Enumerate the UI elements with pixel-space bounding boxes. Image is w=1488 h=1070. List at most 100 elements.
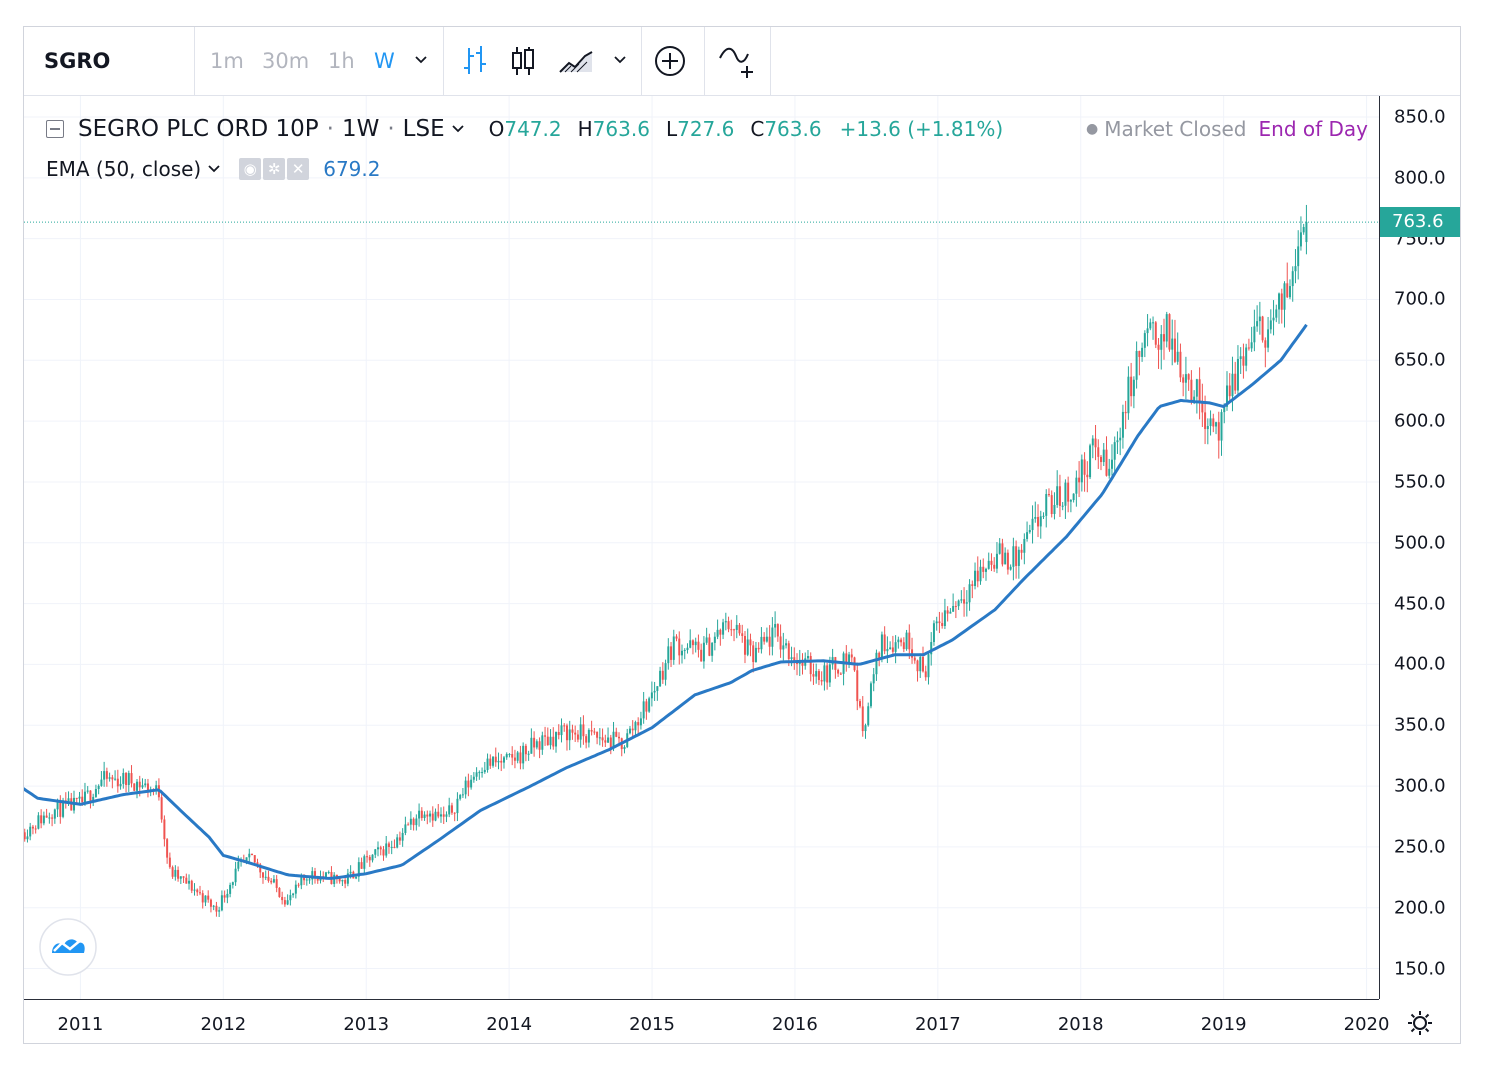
candle (924, 665, 927, 681)
candle (461, 788, 464, 798)
candle (689, 629, 692, 649)
candle (549, 729, 552, 750)
candle (420, 807, 423, 821)
candle (943, 598, 946, 630)
settings-gear-icon[interactable] (1406, 1009, 1434, 1037)
time-axis[interactable]: 2011 2012 2013 2014 2015 2016 2017 2018 2019 2020 (24, 999, 1389, 1044)
indicators-icon[interactable] (718, 44, 758, 80)
candle (182, 876, 185, 884)
candle (1165, 311, 1168, 348)
candle (965, 590, 968, 617)
candle (946, 606, 949, 622)
candle (398, 831, 401, 845)
candle (59, 795, 62, 824)
candle (869, 681, 872, 709)
candle (1047, 488, 1050, 497)
candle (670, 642, 673, 668)
candle (995, 542, 998, 574)
collapse-legend-icon[interactable] (46, 120, 64, 138)
area-style-icon[interactable] (557, 44, 595, 78)
chevron-down-icon[interactable] (414, 55, 428, 65)
candle (982, 558, 985, 579)
interval-1m-button[interactable]: 1m (210, 49, 244, 73)
eye-icon[interactable]: ◉ (239, 158, 262, 180)
close-value: C763.6 (750, 117, 822, 141)
legend-separator: · (387, 116, 395, 142)
time-tick-label: 2011 (57, 1014, 104, 1035)
candle (661, 662, 664, 684)
series-exchange[interactable]: LSE (402, 116, 445, 142)
candle (954, 601, 957, 619)
tradingview-logo[interactable] (38, 917, 98, 977)
candle (960, 590, 963, 604)
candle (900, 637, 903, 647)
time-tick-label: 2014 (486, 1014, 533, 1035)
candle (823, 660, 826, 691)
candle (757, 642, 760, 653)
candle (765, 627, 768, 643)
candle (574, 725, 577, 742)
interval-w-button[interactable]: W (374, 49, 395, 73)
candle (889, 641, 892, 650)
bars-style-icon[interactable] (460, 44, 490, 78)
candle (160, 792, 163, 823)
chevron-down-icon[interactable] (613, 55, 627, 65)
candle (1119, 427, 1122, 456)
candle (1179, 343, 1182, 383)
add-symbol-icon[interactable] (653, 44, 687, 78)
candle (201, 890, 204, 909)
candle (264, 870, 267, 881)
interval-1h-button[interactable]: 1h (328, 49, 355, 73)
candle (812, 663, 815, 685)
price-plot-area[interactable] (24, 96, 1379, 999)
candle (125, 772, 128, 793)
candle (675, 634, 678, 642)
candle (806, 650, 809, 661)
indicator-title[interactable]: EMA (50, close) (46, 157, 202, 181)
candles-style-icon[interactable] (508, 44, 538, 78)
candle (650, 681, 653, 707)
candle (429, 810, 432, 823)
candle (1006, 549, 1009, 575)
toolbar-divider (770, 27, 771, 95)
price-axis[interactable]: 850.0 800.0 750.0 700.0 650.0 600.0 550.0 500.0… (1379, 96, 1461, 999)
candle (615, 727, 618, 738)
candle (166, 838, 169, 864)
gear-icon[interactable]: ✲ (263, 158, 286, 180)
candle (1171, 319, 1174, 366)
interval-30m-button[interactable]: 30m (262, 49, 310, 73)
candle (511, 746, 514, 766)
candle (1113, 436, 1116, 476)
price-tick-label: 650.0 (1394, 349, 1446, 371)
time-tick-label: 2018 (1057, 1014, 1104, 1035)
candle (971, 580, 974, 599)
candle (891, 635, 894, 657)
candle (1072, 493, 1075, 503)
series-title[interactable]: SEGRO PLC ORD 10P (78, 116, 319, 142)
candle (1053, 492, 1056, 520)
candle (831, 648, 834, 670)
candle (1195, 378, 1198, 414)
candle (1058, 474, 1061, 518)
candle (1182, 374, 1185, 397)
candle (103, 761, 106, 787)
candle (1061, 502, 1064, 511)
symbol-search-button[interactable]: SGRO (44, 49, 111, 73)
candle (31, 824, 34, 835)
candle (702, 636, 705, 669)
candle (793, 647, 796, 670)
price-tick-label: 350.0 (1394, 714, 1446, 736)
candle (708, 633, 711, 657)
series-interval[interactable]: 1W (341, 116, 380, 142)
chevron-down-icon[interactable] (451, 124, 465, 134)
candle (990, 553, 993, 572)
candle (872, 667, 875, 692)
candle (593, 727, 596, 735)
candle (798, 649, 801, 676)
chevron-down-icon[interactable] (207, 164, 221, 174)
candle (1184, 356, 1187, 400)
candle (919, 653, 922, 678)
candle (867, 702, 870, 727)
candle (196, 888, 199, 896)
close-icon[interactable]: ✕ (287, 158, 310, 180)
